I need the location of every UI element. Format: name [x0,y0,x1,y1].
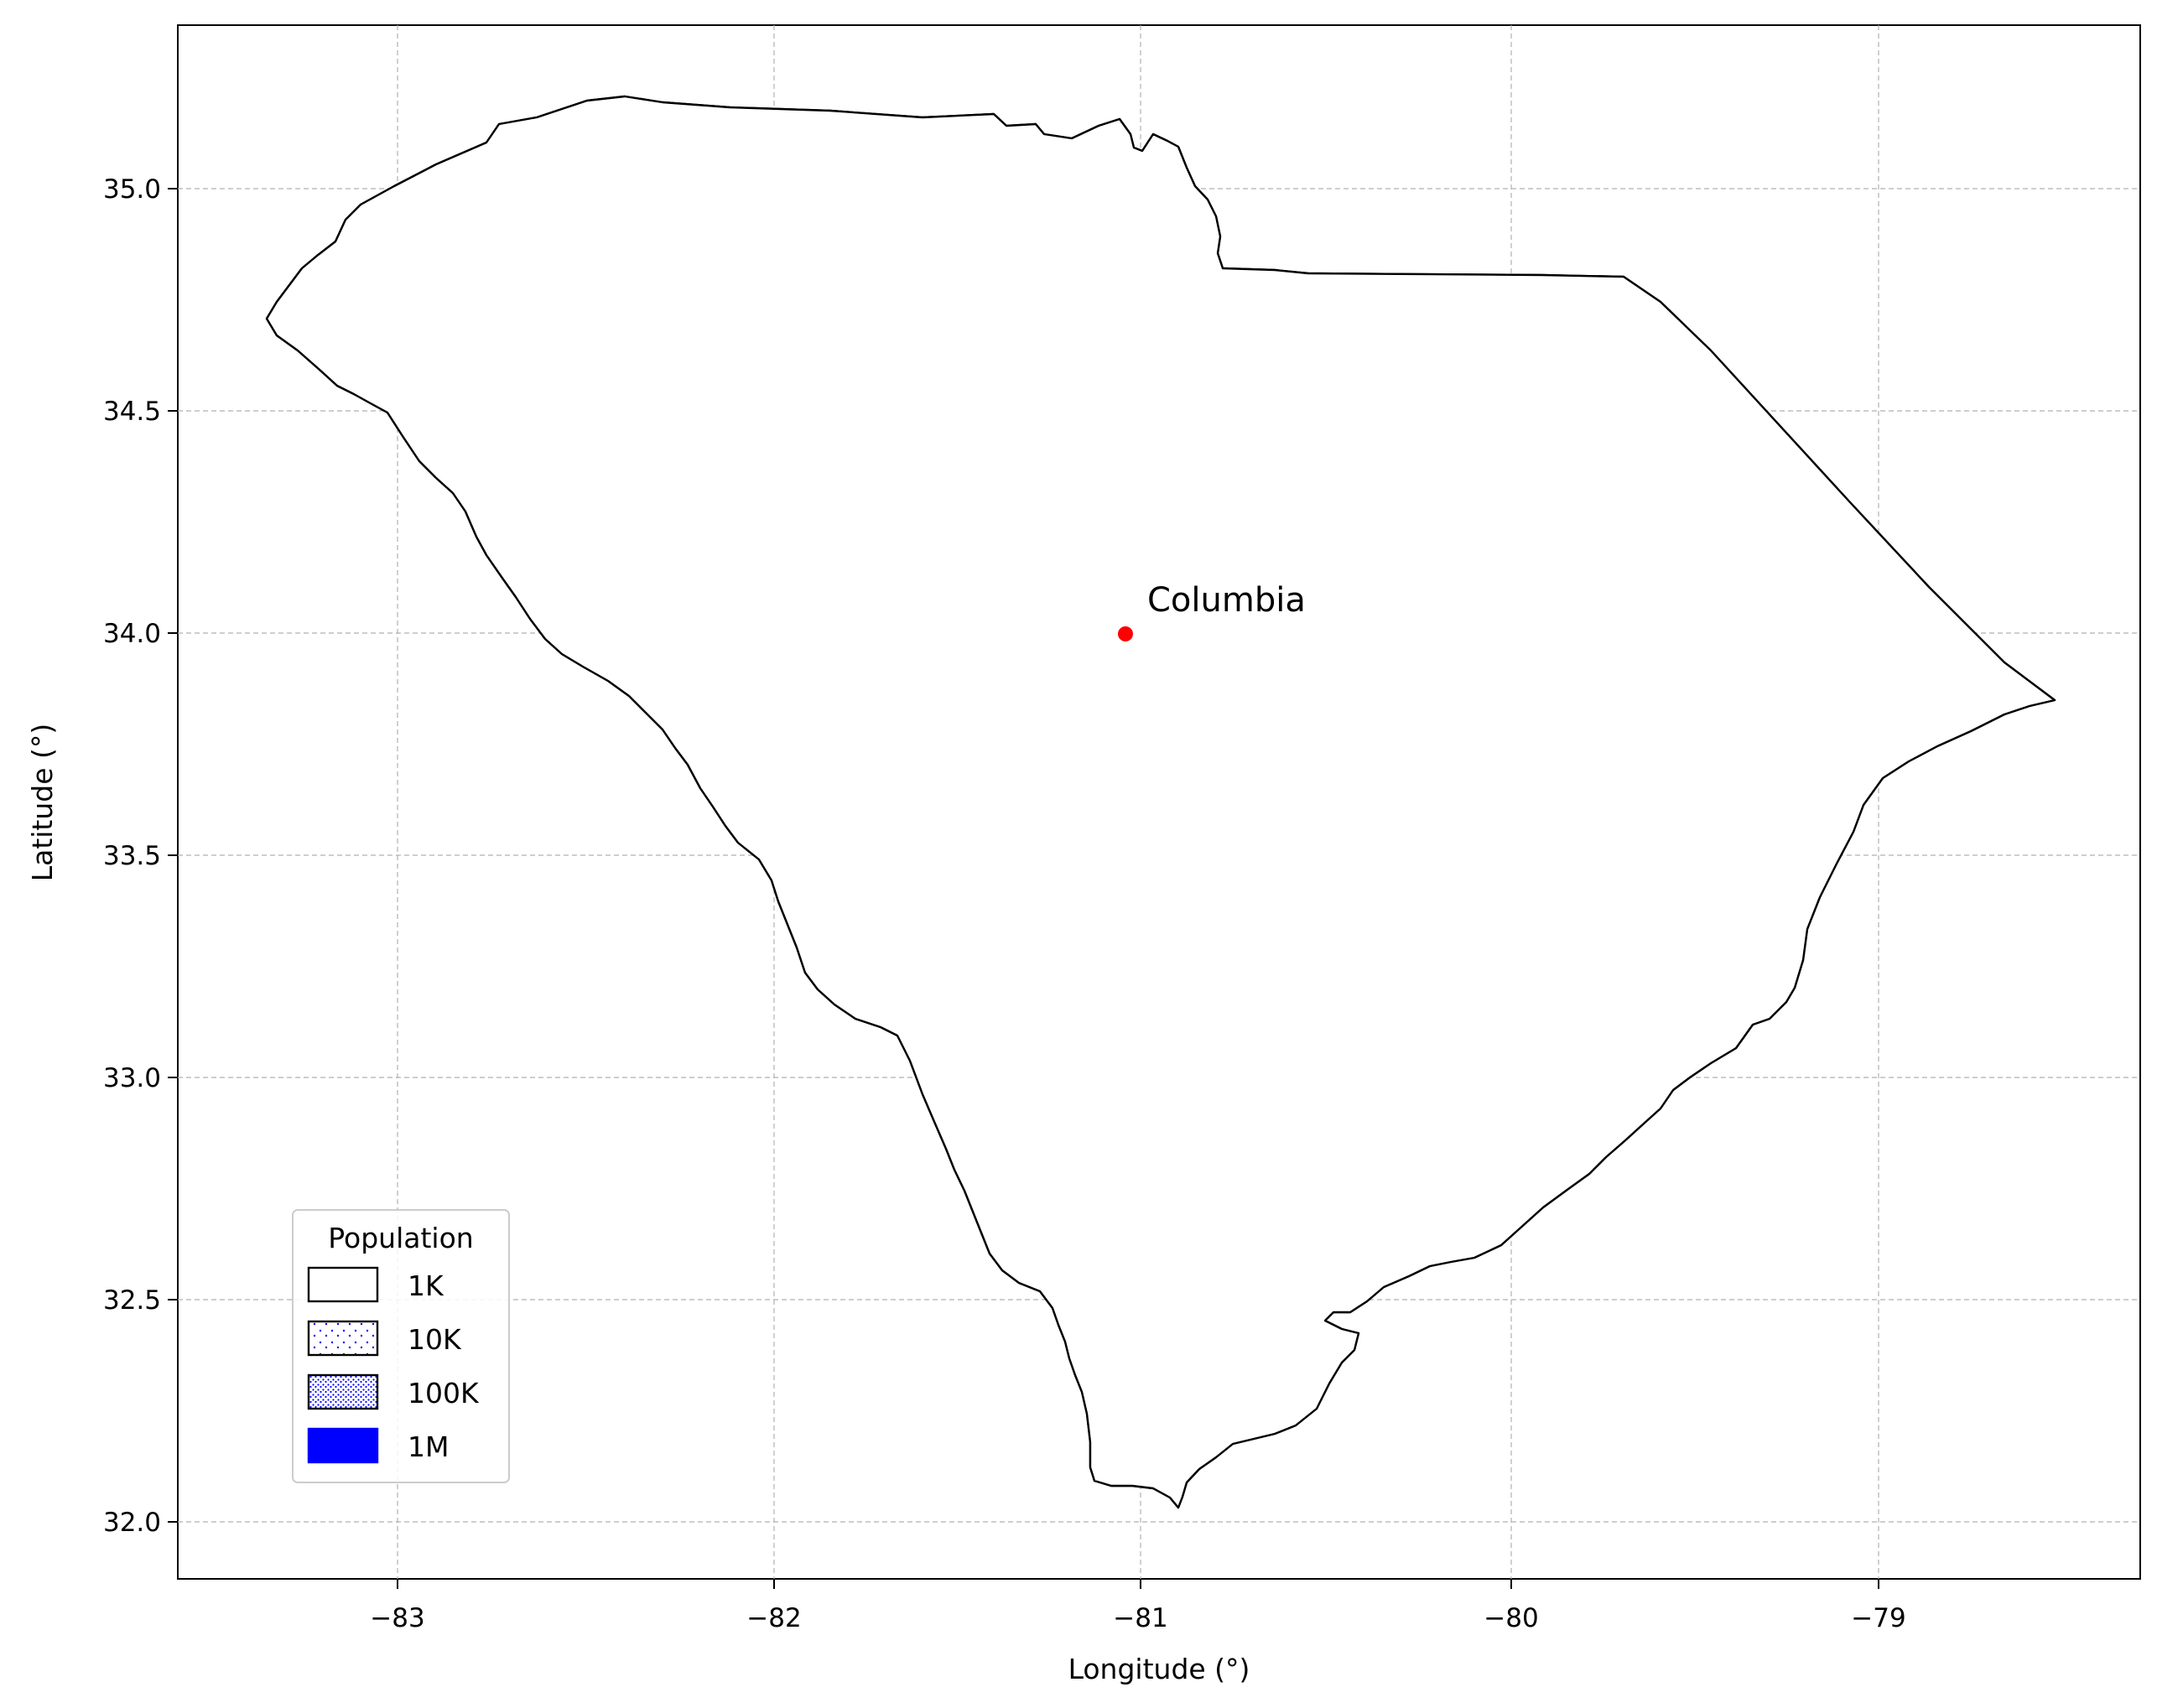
map-figure: Columbia −83 −82 −81 −80 −79 32.0 32.5 3… [26,24,2141,1685]
